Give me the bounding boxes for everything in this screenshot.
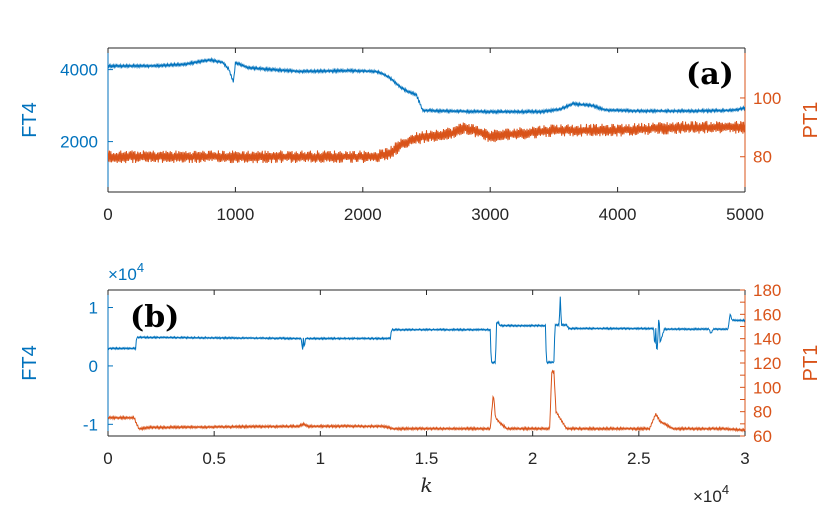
series-line-pt1	[108, 369, 745, 433]
x-tick-label: 3000	[471, 205, 509, 224]
y-axis-multiplier: ×104	[108, 260, 144, 284]
left-tick-label: 2000	[60, 133, 98, 152]
x-tick-label: 2000	[344, 205, 382, 224]
right-tick-label: 180	[753, 281, 781, 300]
x-multiplier-exponent: 4	[722, 482, 729, 497]
right-tick-label: 120	[753, 354, 781, 373]
right-axis-label: PT1	[800, 345, 822, 382]
right-axis-label: PT1	[800, 102, 822, 139]
left-axis-label: FT4	[19, 102, 41, 138]
x-axis-label: k	[420, 473, 432, 497]
left-axis-label: FT4	[19, 345, 41, 381]
x-tick-label: 0	[103, 205, 112, 224]
panel-label: (b)	[130, 300, 179, 335]
left-tick-label: 0	[89, 357, 98, 376]
y-multiplier-exponent: 4	[137, 260, 144, 275]
panel-label: (a)	[686, 57, 734, 92]
right-tick-label: 160	[753, 305, 781, 324]
left-tick-label: -1	[83, 415, 98, 434]
x-tick-label: 0.5	[202, 449, 226, 468]
series-line-ft4	[108, 56, 745, 116]
right-tick-label: 140	[753, 330, 781, 349]
left-tick-label: 1	[89, 299, 98, 318]
x-tick-label: 1.5	[415, 449, 439, 468]
right-tick-label: 60	[753, 427, 772, 446]
x-tick-label: 5000	[726, 205, 764, 224]
series-line-ft4	[108, 296, 745, 365]
x-tick-label: 3	[740, 449, 749, 468]
x-tick-label: 1	[316, 449, 325, 468]
x-axis-multiplier: ×104	[693, 482, 729, 506]
x-tick-label: 4000	[599, 205, 637, 224]
right-tick-label: 100	[753, 89, 781, 108]
right-tick-label: 80	[753, 403, 772, 422]
x-tick-label: 1000	[216, 205, 254, 224]
series-line-pt1	[108, 120, 745, 164]
left-tick-label: 4000	[60, 61, 98, 80]
x-tick-label: 2.5	[627, 449, 651, 468]
x-tick-label: 2	[528, 449, 537, 468]
x-tick-label: 0	[103, 449, 112, 468]
right-tick-label: 80	[753, 148, 772, 167]
panel-a: 0 1000 2000 3000 4000 5000 2000 4000 80 100 FT4 PT1…	[19, 47, 822, 224]
right-tick-label: 100	[753, 378, 781, 397]
